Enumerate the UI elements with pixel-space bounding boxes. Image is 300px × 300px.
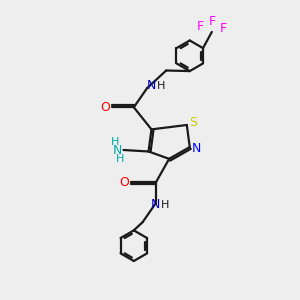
Text: S: S bbox=[189, 116, 197, 129]
Text: N: N bbox=[191, 142, 201, 155]
Text: N: N bbox=[112, 144, 122, 157]
Text: F: F bbox=[209, 15, 216, 28]
Text: F: F bbox=[197, 20, 204, 33]
Text: H: H bbox=[161, 200, 170, 210]
Text: H: H bbox=[157, 81, 165, 91]
Text: H: H bbox=[116, 154, 125, 164]
Text: O: O bbox=[100, 101, 110, 114]
Text: N: N bbox=[151, 198, 160, 211]
Text: F: F bbox=[220, 22, 227, 35]
Text: N: N bbox=[147, 79, 156, 92]
Text: H: H bbox=[110, 137, 119, 147]
Text: O: O bbox=[119, 176, 129, 189]
